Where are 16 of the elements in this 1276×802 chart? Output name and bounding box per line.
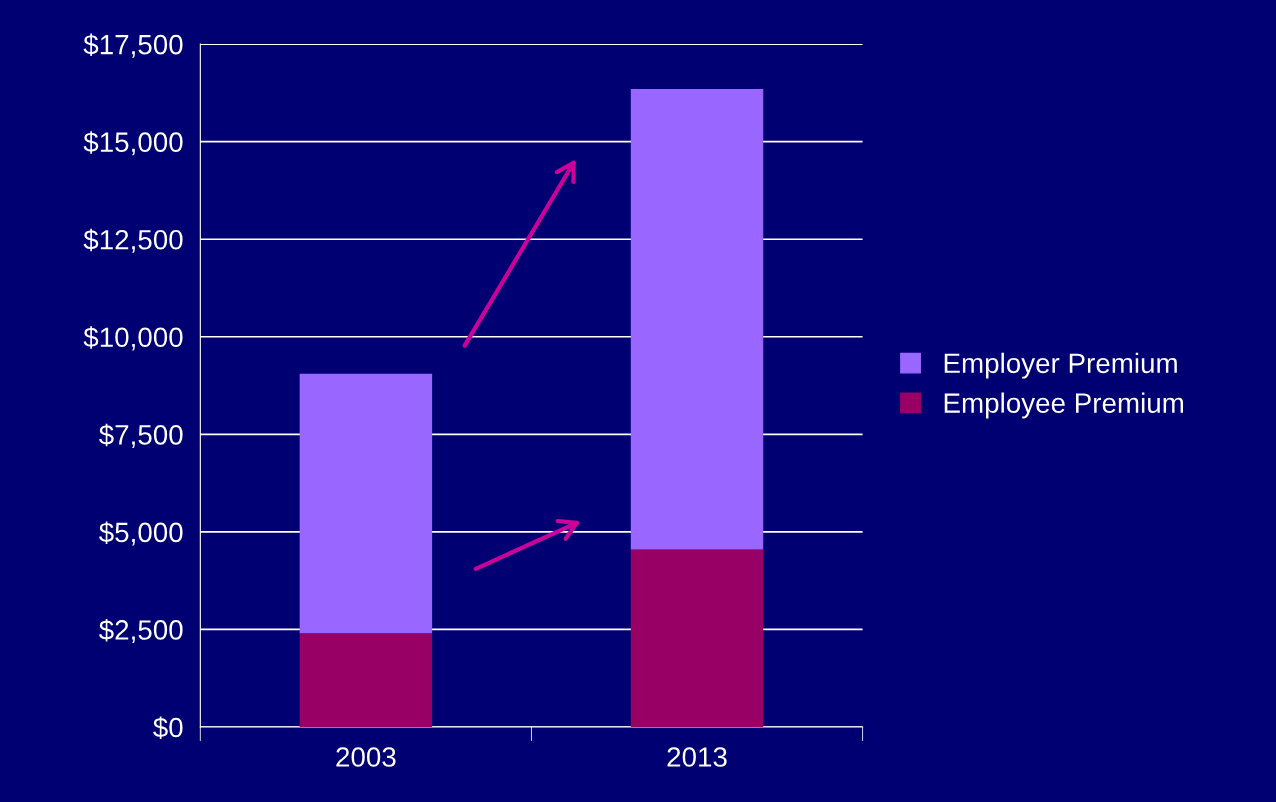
x-tick-label: 2013 — [667, 747, 727, 767]
y-tick-label: $2,500 — [99, 618, 183, 644]
y-tick-label: $5,000 — [99, 521, 183, 546]
y-tick-label: $0 — [153, 716, 183, 740]
x-tick-label: 2003 — [336, 747, 396, 767]
legend-label: Employer Premium — [944, 352, 1177, 379]
legend-label: Employee Premium — [944, 392, 1184, 419]
y-tick-label: $12,500 — [83, 228, 183, 253]
bar — [299, 373, 433, 634]
y-tick-label: $17,500 — [83, 33, 183, 58]
bar — [630, 88, 764, 550]
bar — [299, 633, 433, 728]
bar — [630, 549, 764, 728]
y-tick-label: $7,500 — [99, 423, 183, 448]
y-tick-label: $15,000 — [83, 131, 183, 156]
y-tick-label: $10,000 — [83, 326, 183, 351]
